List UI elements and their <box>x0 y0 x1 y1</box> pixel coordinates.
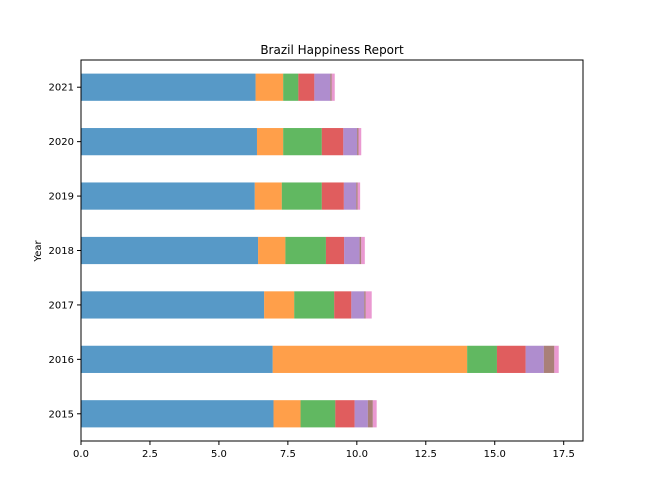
bar-segment-2015-6 <box>372 400 377 428</box>
bar-segment-2019-5 <box>356 182 358 210</box>
bar-segment-2018-4 <box>344 236 360 265</box>
bar-segment-2020-1 <box>256 128 284 156</box>
y-tick-label: 2017 <box>49 300 74 311</box>
bar-segment-2018-6 <box>361 236 365 265</box>
plot-frame <box>80 59 584 442</box>
y-tick-label: 2016 <box>49 355 74 366</box>
bar-segment-2019-2 <box>281 182 322 210</box>
bar-segment-2017-1 <box>264 291 295 319</box>
x-tick-label: 7.5 <box>280 449 296 460</box>
y-ticks-group: 2015 2016 2017 2018 2019 2020 2021 <box>49 83 81 420</box>
bar-segment-2021-3 <box>298 73 315 101</box>
bar-segment-2018-3 <box>325 236 345 265</box>
bar-segment-2018-2 <box>285 236 326 265</box>
bar-segment-2017-6 <box>365 291 372 319</box>
bar-segment-2021-6 <box>331 73 335 101</box>
bars-group <box>81 73 559 428</box>
bar-segment-2020-6 <box>358 128 362 156</box>
bar-segment-2018-1 <box>258 236 286 265</box>
bar-segment-2015-2 <box>300 400 336 428</box>
x-tick-label: 12.5 <box>415 449 437 460</box>
bar-segment-2019-6 <box>357 182 361 210</box>
bar-segment-2021-4 <box>314 73 331 101</box>
bar-segment-2021-5 <box>330 73 332 101</box>
x-tick-label: 15.0 <box>484 449 506 460</box>
bar-segment-2017-0 <box>81 291 265 319</box>
bar-segment-2018-5 <box>359 236 362 265</box>
y-tick-label: 2018 <box>49 246 74 257</box>
bar-segment-2017-5 <box>364 291 366 319</box>
bar-segment-2020-0 <box>81 128 257 156</box>
bar-segment-2019-4 <box>343 182 357 210</box>
bar-segment-2019-1 <box>254 182 282 210</box>
x-tick-label: 5.0 <box>211 449 227 460</box>
bar-segment-2015-1 <box>273 400 301 428</box>
bar-segment-2017-2 <box>294 291 335 319</box>
bar-segment-2017-3 <box>334 291 352 319</box>
bar-segment-2016-2 <box>467 345 497 373</box>
bar-segment-2015-5 <box>367 400 373 428</box>
bar-segment-2015-4 <box>354 400 368 428</box>
bar-segment-2016-0 <box>81 345 273 373</box>
y-axis-label: Year <box>33 240 44 263</box>
bar-segment-2019-0 <box>81 182 255 210</box>
chart-title: Brazil Happiness Report <box>260 43 404 57</box>
bar-segment-2015-0 <box>81 400 274 428</box>
bar-segment-2016-4 <box>525 345 544 373</box>
x-tick-label: 2.5 <box>142 449 158 460</box>
y-tick-label: 2021 <box>49 83 74 94</box>
bar-segment-2016-6 <box>554 345 559 373</box>
bar-segment-2020-4 <box>343 128 358 156</box>
x-ticks-group: 0.0 2.5 5.0 7.5 10.0 12.5 15.0 17.5 <box>73 441 575 460</box>
bar-segment-2021-0 <box>81 73 256 101</box>
x-tick-label: 17.5 <box>553 449 575 460</box>
y-tick-label: 2020 <box>49 137 74 148</box>
bar-segment-2016-5 <box>543 345 555 373</box>
bar-segment-2020-5 <box>357 128 359 156</box>
y-tick-label: 2019 <box>49 192 74 203</box>
bar-segment-2016-3 <box>496 345 526 373</box>
bar-segment-2016-1 <box>272 345 468 373</box>
x-tick-label: 10.0 <box>346 449 368 460</box>
bar-segment-2015-3 <box>335 400 355 428</box>
bar-segment-2021-2 <box>283 73 299 101</box>
y-tick-label: 2015 <box>49 409 74 420</box>
bar-segment-2020-2 <box>283 128 322 156</box>
bar-segment-2020-3 <box>321 128 344 156</box>
x-tick-label: 0.0 <box>73 449 89 460</box>
bar-segment-2021-1 <box>255 73 284 101</box>
bar-segment-2017-4 <box>351 291 365 319</box>
bar-segment-2018-0 <box>81 236 259 265</box>
bar-segment-2019-3 <box>321 182 344 210</box>
